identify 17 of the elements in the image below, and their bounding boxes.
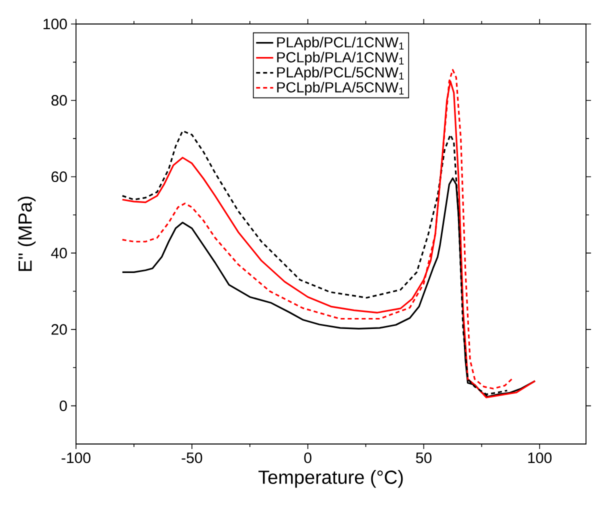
x-axis-title: Temperature (°C)	[258, 470, 403, 488]
y-tick-label: 40	[51, 248, 67, 258]
y-tick-label: 80	[51, 95, 67, 106]
legend-label: PCLpb/PLA/5CNW$_{1}$	[277, 82, 404, 96]
y-tick-label: 0	[60, 400, 67, 412]
x-tick-label: 100	[528, 452, 552, 464]
x-tick-label: -50	[182, 452, 202, 464]
legend-label: PCLpb/PLA/1CNW$_{1}$	[277, 52, 404, 66]
y-tick-label: 100	[44, 18, 67, 30]
legend-label: PLApb/PCL/5CNW$_{1}$	[277, 66, 404, 80]
legend-label: PLApb/PCL/1CNW$_{1}$	[277, 36, 404, 50]
y-axis-title: E'' (MPa)	[18, 196, 36, 271]
y-tick-label: 60	[52, 171, 67, 182]
x-tick-label: -100	[62, 452, 90, 464]
x-tick-label: 0	[304, 452, 312, 464]
y-tick-label: 20	[52, 324, 67, 335]
x-tick-label: 50	[416, 452, 432, 464]
